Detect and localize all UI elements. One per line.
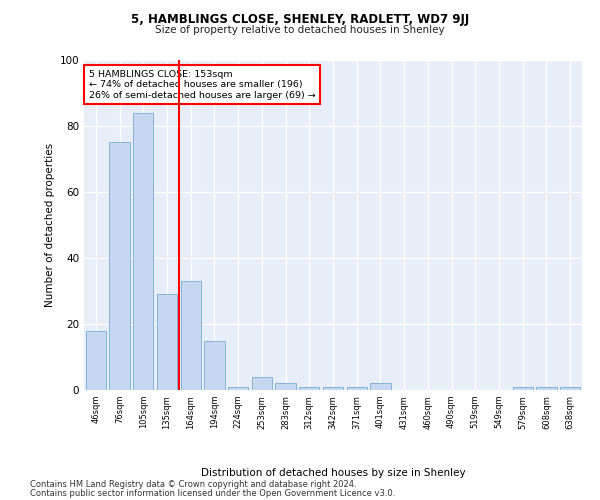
- Bar: [323, 386, 343, 390]
- Bar: [109, 142, 130, 390]
- Text: Contains public sector information licensed under the Open Government Licence v3: Contains public sector information licen…: [30, 489, 395, 498]
- Bar: [181, 281, 201, 390]
- Text: 5 HAMBLINGS CLOSE: 153sqm
← 74% of detached houses are smaller (196)
26% of semi: 5 HAMBLINGS CLOSE: 153sqm ← 74% of detac…: [89, 70, 316, 100]
- Text: Contains HM Land Registry data © Crown copyright and database right 2024.: Contains HM Land Registry data © Crown c…: [30, 480, 356, 489]
- Bar: [133, 113, 154, 390]
- Bar: [252, 377, 272, 390]
- Bar: [536, 386, 557, 390]
- Bar: [560, 386, 580, 390]
- Bar: [347, 386, 367, 390]
- Bar: [370, 384, 391, 390]
- Bar: [275, 384, 296, 390]
- Y-axis label: Number of detached properties: Number of detached properties: [46, 143, 55, 307]
- Bar: [205, 340, 224, 390]
- Bar: [157, 294, 177, 390]
- Bar: [299, 386, 319, 390]
- X-axis label: Distribution of detached houses by size in Shenley: Distribution of detached houses by size …: [200, 468, 466, 478]
- Text: Size of property relative to detached houses in Shenley: Size of property relative to detached ho…: [155, 25, 445, 35]
- Bar: [228, 386, 248, 390]
- Bar: [512, 386, 533, 390]
- Bar: [86, 330, 106, 390]
- Text: 5, HAMBLINGS CLOSE, SHENLEY, RADLETT, WD7 9JJ: 5, HAMBLINGS CLOSE, SHENLEY, RADLETT, WD…: [131, 12, 469, 26]
